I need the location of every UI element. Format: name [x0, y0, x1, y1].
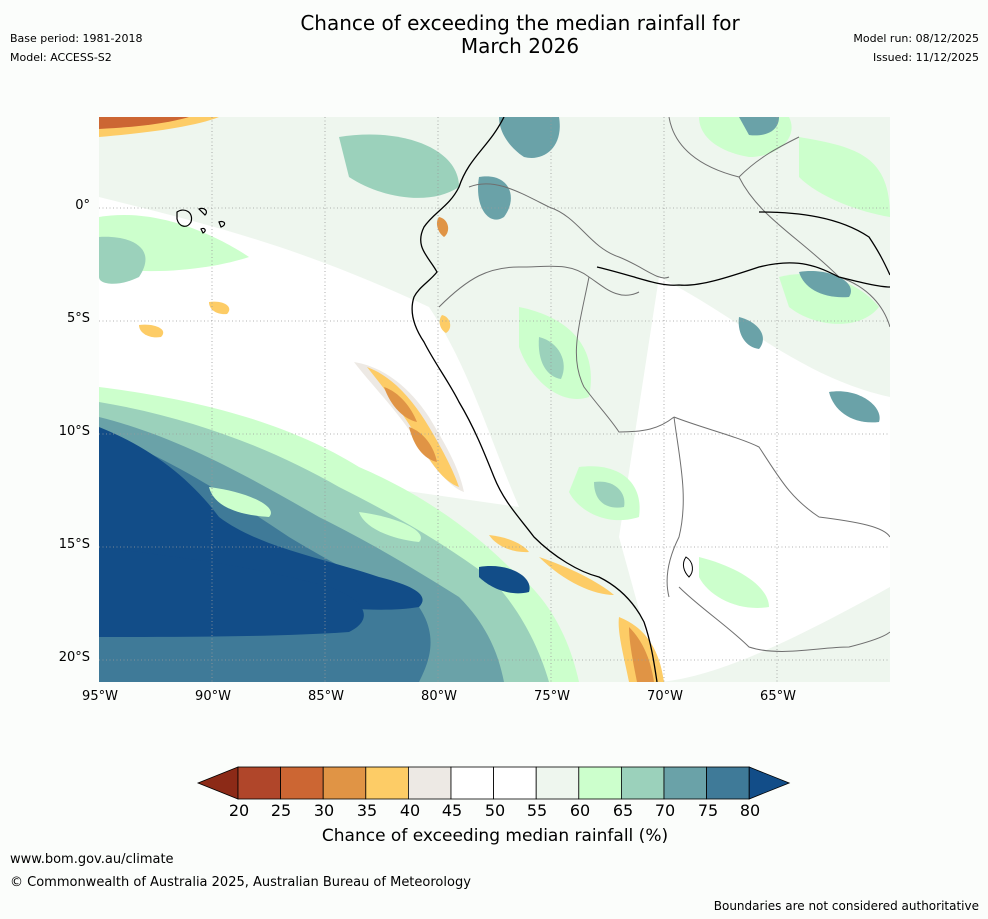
model-run-text: Model run: 08/12/2025 — [853, 32, 979, 45]
title-line-1: Chance of exceeding the median rainfall … — [300, 11, 740, 35]
map-title: Chance of exceeding the median rainfall … — [200, 12, 840, 58]
dry-patch — [436, 217, 449, 237]
colorbar-segment — [493, 766, 537, 800]
teal-patch — [99, 236, 146, 284]
rainfall-map — [99, 117, 890, 682]
lat-tick-10s: 10°S — [58, 424, 90, 439]
amazon-river — [596, 262, 890, 288]
colorbar-segment — [450, 766, 494, 800]
wet-zone-80c — [479, 566, 530, 594]
colorbar-label: 35 — [356, 801, 378, 820]
country-borders — [438, 117, 890, 652]
model-text: Model: ACCESS-S2 — [10, 51, 112, 64]
lon-tick-65w: 65°W — [760, 689, 796, 704]
disclaimer-text: Boundaries are not considered authoritat… — [713, 899, 979, 913]
dry-patch — [209, 301, 230, 315]
colorbar-segment — [365, 766, 409, 800]
colorbar-segment — [322, 766, 367, 800]
wet-patch — [829, 391, 880, 423]
dry-coast-south-30 — [629, 627, 654, 682]
dry-streak-30 — [384, 387, 417, 422]
colorbar-label: 80 — [739, 801, 761, 820]
wet-patch-north — [339, 134, 459, 198]
wet-patch — [538, 337, 564, 379]
colorbar-label: 30 — [313, 801, 335, 820]
wet-patch — [799, 271, 851, 298]
lon-tick-80w: 80°W — [421, 689, 457, 704]
base-period-text: Base period: 1981-2018 — [10, 32, 143, 45]
wet-patch — [594, 481, 625, 508]
colorbar-segment — [620, 766, 665, 800]
wet-patch-north — [478, 176, 511, 220]
lon-tick-70w: 70°W — [647, 689, 683, 704]
colorbar-label: 50 — [484, 801, 506, 820]
colorbar-segment — [280, 766, 324, 800]
website-link[interactable]: www.bom.gov.au/climate — [10, 852, 174, 867]
dry-streak-30b — [409, 427, 437, 462]
inland-neutral-zone — [619, 277, 890, 682]
green-stripe — [209, 487, 271, 517]
dry-corner-25 — [99, 117, 189, 129]
title-line-2: March 2026 — [460, 34, 580, 58]
colorbar-label: 25 — [270, 801, 292, 820]
colorbar — [196, 766, 791, 800]
lat-tick-5s: 5°S — [66, 311, 90, 326]
green-stripe — [359, 512, 421, 542]
coastline — [411, 117, 658, 682]
colorbar-label: 55 — [526, 801, 548, 820]
colorbar-segments — [196, 766, 791, 800]
colorbar-label: 45 — [441, 801, 463, 820]
colorbar-segment — [237, 766, 281, 800]
issued-text: Issued: 11/12/2025 — [872, 51, 979, 64]
colorbar-label: 60 — [569, 801, 591, 820]
colorbar-label: 40 — [399, 801, 421, 820]
lon-tick-90w: 90°W — [195, 689, 231, 704]
dry-spot — [489, 535, 529, 553]
copyright-text: © Commonwealth of Australia 2025, Austra… — [10, 875, 471, 890]
colorbar-title: Chance of exceeding median rainfall (%) — [321, 826, 669, 846]
green-patch — [799, 137, 890, 217]
river-north — [758, 211, 890, 276]
lat-tick-20s: 20°S — [58, 650, 90, 665]
green-patch — [779, 273, 879, 324]
graticule — [99, 117, 890, 682]
wet-patch — [739, 117, 779, 136]
colorbar-extend-high — [748, 766, 791, 800]
lon-tick-95w: 95°W — [82, 689, 118, 704]
lat-tick-15s: 15°S — [58, 537, 90, 552]
lake-titicaca — [682, 556, 693, 578]
colorbar-segment — [663, 766, 707, 800]
wet-zone-80b — [99, 547, 364, 637]
colorbar-label: 65 — [612, 801, 634, 820]
colorbar-extend-low — [196, 766, 239, 800]
wet-patch — [738, 317, 763, 349]
map-canvas — [99, 117, 890, 682]
lon-tick-75w: 75°W — [534, 689, 570, 704]
dry-patch — [439, 315, 451, 333]
dry-patch — [139, 324, 164, 338]
dry-streak-35 — [367, 367, 459, 487]
colorbar-label: 75 — [697, 801, 719, 820]
colorbar-segment — [407, 766, 452, 800]
lat-tick-0: 0° — [75, 198, 90, 213]
colorbar-label: 20 — [228, 801, 250, 820]
dry-spot — [539, 557, 614, 595]
galapagos-islands — [176, 207, 226, 234]
colorbar-segment — [578, 766, 622, 800]
colorbar-label: 70 — [654, 801, 676, 820]
wet-patch-north — [499, 117, 560, 158]
green-patch — [699, 557, 769, 608]
colorbar-segment — [535, 766, 580, 800]
lon-tick-85w: 85°W — [308, 689, 344, 704]
colorbar-segment — [706, 766, 750, 800]
